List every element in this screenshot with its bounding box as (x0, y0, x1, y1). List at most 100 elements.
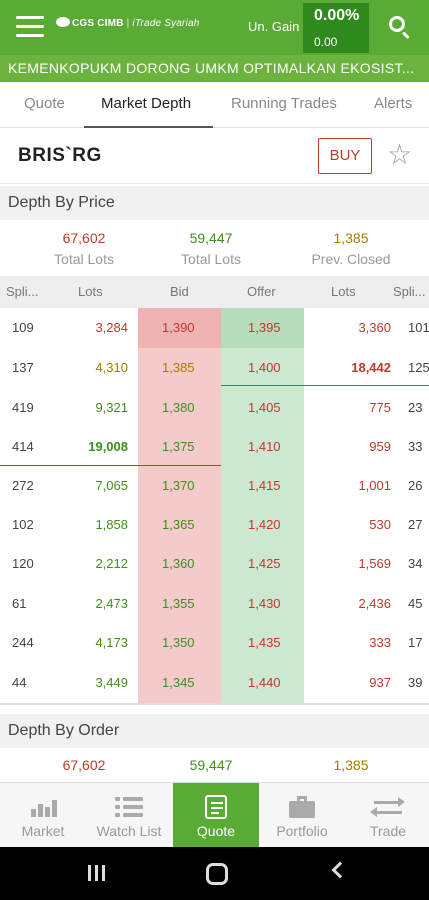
search-icon[interactable] (388, 15, 414, 41)
logo-sub: iTrade Syariah (132, 18, 200, 29)
offer-split: 39 (408, 675, 423, 690)
tab-quote[interactable]: Quote (24, 95, 65, 112)
offer-split: 45 (408, 596, 423, 611)
offer-price[interactable]: 1,415 (248, 478, 281, 493)
offer-split: 33 (408, 439, 423, 454)
bid-price[interactable]: 1,380 (162, 400, 195, 415)
depth-row[interactable]: 414 19,008 1,375 1,410 959 33 (0, 427, 429, 467)
bid-price[interactable]: 1,355 (162, 596, 195, 611)
quote-document-icon (205, 795, 227, 819)
nav-market[interactable]: Market (0, 783, 86, 848)
col-bid-split: Spli... (6, 284, 39, 299)
depth-row[interactable]: 44 3,449 1,345 1,440 937 39 (0, 663, 429, 703)
bid-price[interactable]: 1,345 (162, 675, 195, 690)
offer-lots: 530 (369, 517, 391, 532)
depth-row[interactable]: 272 7,065 1,370 1,415 1,001 26 (0, 466, 429, 506)
bid-split: 120 (12, 556, 34, 571)
bid-price[interactable]: 1,390 (162, 320, 195, 335)
bid-lots: 7,065 (95, 478, 128, 493)
offer-price[interactable]: 1,395 (248, 320, 281, 335)
offer-price[interactable]: 1,425 (248, 556, 281, 571)
offer-lots: 2,436 (358, 596, 391, 611)
nav-quote[interactable]: Quote (173, 783, 259, 848)
back-icon[interactable] (331, 861, 349, 879)
bid-column-bg (138, 308, 221, 703)
tab-running-trades[interactable]: Running Trades (231, 95, 337, 112)
offer-price[interactable]: 1,400 (248, 360, 281, 375)
col-offer-split: Spli... (393, 284, 426, 299)
offer-split: 17 (408, 635, 423, 650)
nav-portfolio[interactable]: Portfolio (259, 783, 345, 848)
un-gain-box[interactable]: 0.00% 0.00 (303, 3, 369, 53)
offer-split: 26 (408, 478, 423, 493)
star-icon[interactable]: ☆ (387, 139, 413, 170)
depth-row[interactable]: 102 1,858 1,365 1,420 530 27 (0, 505, 429, 545)
offer-total-lots-label: Total Lots (181, 251, 241, 267)
menu-icon[interactable] (16, 16, 44, 38)
order-prev-closed: 1,385 (286, 748, 416, 773)
logo-brand: CGS CIMB (72, 18, 124, 29)
order-offer-total: 59,447 (146, 748, 276, 773)
bid-price[interactable]: 1,360 (162, 556, 195, 571)
offer-lots: 3,360 (358, 320, 391, 335)
un-gain-percent: 0.00% (314, 7, 360, 24)
offer-price[interactable]: 1,420 (248, 517, 281, 532)
best-offer-highlight (221, 308, 304, 348)
offer-lots: 333 (369, 635, 391, 650)
bid-lots: 19,008 (88, 439, 128, 454)
offer-price[interactable]: 1,440 (248, 675, 281, 690)
bid-price[interactable]: 1,365 (162, 517, 195, 532)
nav-watch-list[interactable]: Watch List (86, 783, 172, 848)
depth-row[interactable]: 120 2,212 1,360 1,425 1,569 34 (0, 544, 429, 584)
depth-by-order-header: Depth By Order (0, 714, 429, 748)
depth-by-price-summary: 67,602 Total Lots 59,447 Total Lots 1,38… (0, 221, 429, 273)
news-ticker[interactable]: KEMENKOPUKM DORONG UMKM OPTIMALKAN EKOSI… (0, 55, 429, 82)
depth-row[interactable]: 244 4,173 1,350 1,435 333 17 (0, 623, 429, 663)
offer-price[interactable]: 1,430 (248, 596, 281, 611)
bid-lots: 9,321 (95, 400, 128, 415)
stock-code[interactable]: BRIS`RG (18, 145, 102, 166)
un-gain-value: 0.00 (314, 35, 338, 49)
offer-lots: 1,001 (358, 478, 391, 493)
nav-trade[interactable]: Trade (345, 783, 429, 848)
prev-close-offer-divider (221, 385, 429, 386)
offer-split: 101 (408, 320, 429, 335)
bid-total-lots: 67,602 Total Lots (19, 221, 149, 267)
bid-lots: 2,473 (95, 596, 128, 611)
depth-row[interactable]: 137 4,310 1,385 1,400 18,442 125 (0, 348, 429, 388)
tab-alerts[interactable]: Alerts (374, 95, 413, 112)
depth-row[interactable]: 61 2,473 1,355 1,430 2,436 45 (0, 584, 429, 624)
offer-split: 23 (408, 400, 423, 415)
bid-price[interactable]: 1,370 (162, 478, 195, 493)
bottom-navigation: Market Watch List Quote Portfolio Trade (0, 782, 429, 848)
app-header: CGS CIMB | iTrade Syariah Un. Gain 0.00% 0… (0, 0, 429, 55)
recent-apps-icon[interactable] (88, 865, 106, 881)
bid-split: 272 (12, 478, 34, 493)
bid-total-lots-value: 67,602 (62, 230, 106, 246)
offer-price[interactable]: 1,405 (248, 400, 281, 415)
bid-lots: 3,449 (95, 675, 128, 690)
swap-arrows-icon (370, 795, 405, 819)
buy-button[interactable]: BUY (318, 138, 372, 174)
col-bid-lots: Lots (78, 284, 103, 299)
col-offer-lots: Lots (331, 284, 356, 299)
depth-row[interactable]: 109 3,284 1,390 1,395 3,360 101 (0, 308, 429, 348)
bid-price[interactable]: 1,375 (162, 439, 195, 454)
order-prev-closed-value: 1,385 (333, 757, 369, 773)
bid-split: 109 (12, 320, 34, 335)
nav-market-label: Market (21, 823, 65, 839)
offer-total-lots: 59,447 Total Lots (146, 221, 276, 267)
bid-split: 137 (12, 360, 34, 375)
offer-price[interactable]: 1,410 (248, 439, 281, 454)
bid-price[interactable]: 1,350 (162, 635, 195, 650)
col-offer: Offer (247, 284, 276, 299)
bid-price[interactable]: 1,385 (162, 360, 195, 375)
tab-market-depth[interactable]: Market Depth (101, 95, 192, 112)
offer-lots: 18,442 (351, 360, 391, 375)
home-icon[interactable] (206, 863, 228, 885)
depth-by-order-summary: 67,602 59,447 1,385 (0, 748, 429, 782)
bid-split: 414 (12, 439, 34, 454)
offer-price[interactable]: 1,435 (248, 635, 281, 650)
active-tab-indicator (84, 126, 213, 128)
depth-row[interactable]: 419 9,321 1,380 1,405 775 23 (0, 388, 429, 428)
